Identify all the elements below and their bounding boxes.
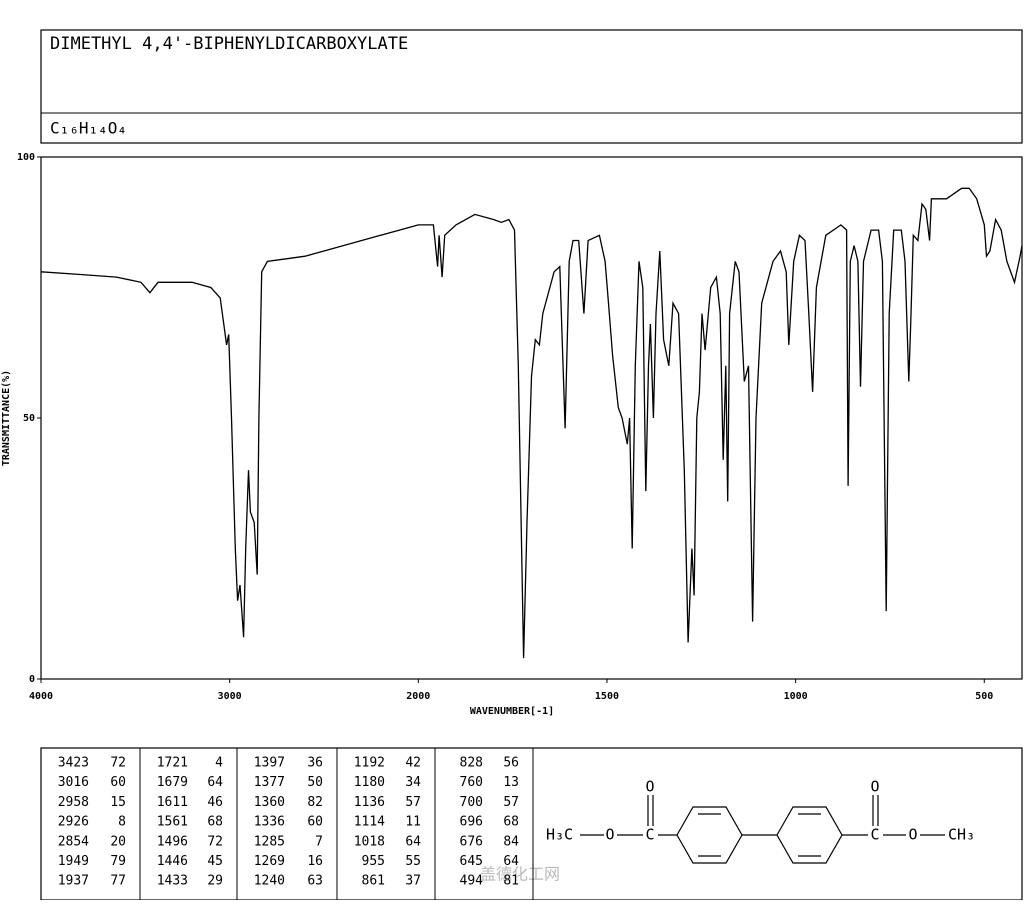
peak-wavenumber: 696 <box>460 815 483 830</box>
y-tick-label: 0 <box>29 674 35 685</box>
peak-wavenumber: 700 <box>460 795 483 810</box>
x-tick-label: 4000 <box>29 691 53 702</box>
methyl-group: H₃C <box>546 826 573 844</box>
oxygen: O <box>908 826 917 844</box>
y-tick-label: 100 <box>17 152 35 163</box>
peak-transmittance: 68 <box>503 815 519 830</box>
peak-transmittance: 68 <box>207 815 223 830</box>
peak-wavenumber: 1018 <box>354 834 385 849</box>
peak-transmittance: 60 <box>110 775 126 790</box>
formula: C₁₆H₁₄O₄ <box>50 119 127 138</box>
peak-transmittance: 82 <box>307 795 323 810</box>
peak-transmittance: 50 <box>307 775 323 790</box>
peak-transmittance: 64 <box>207 775 223 790</box>
peak-wavenumber: 1433 <box>157 874 188 889</box>
peak-transmittance: 34 <box>405 775 421 790</box>
peak-transmittance: 60 <box>307 815 323 830</box>
peak-transmittance: 20 <box>110 834 126 849</box>
peak-transmittance: 37 <box>405 874 421 889</box>
peak-transmittance: 8 <box>118 815 126 830</box>
peak-transmittance: 63 <box>307 874 323 889</box>
structure <box>580 795 945 864</box>
oxygen: O <box>605 826 614 844</box>
methyl-group: CH₃ <box>948 826 975 844</box>
peak-wavenumber: 760 <box>460 775 483 790</box>
peak-transmittance: 15 <box>110 795 126 810</box>
peak-transmittance: 11 <box>405 815 421 830</box>
peak-transmittance: 84 <box>503 834 519 849</box>
peak-wavenumber: 1336 <box>254 815 285 830</box>
peak-wavenumber: 1269 <box>254 854 285 869</box>
peak-wavenumber: 676 <box>460 834 483 849</box>
x-tick-label: 3000 <box>218 691 242 702</box>
peak-wavenumber: 1496 <box>157 834 188 849</box>
peak-wavenumber: 955 <box>362 854 385 869</box>
peak-transmittance: 56 <box>503 756 519 771</box>
x-axis-label: WAVENUMBER[-1] <box>470 706 554 717</box>
peak-wavenumber: 1114 <box>354 815 385 830</box>
peak-transmittance: 42 <box>405 756 421 771</box>
carbon: C <box>645 826 654 844</box>
oxygen: O <box>870 778 879 796</box>
oxygen: O <box>645 778 654 796</box>
peak-wavenumber: 861 <box>362 874 385 889</box>
peak-wavenumber: 1240 <box>254 874 285 889</box>
peak-wavenumber: 3016 <box>58 775 89 790</box>
peak-wavenumber: 2958 <box>58 795 89 810</box>
peak-wavenumber: 1561 <box>157 815 188 830</box>
peak-wavenumber: 1397 <box>254 756 285 771</box>
peak-transmittance: 81 <box>503 874 519 889</box>
peak-transmittance: 55 <box>405 854 421 869</box>
peak-transmittance: 46 <box>207 795 223 810</box>
peak-wavenumber: 494 <box>460 874 484 889</box>
peak-wavenumber: 1377 <box>254 775 285 790</box>
peak-wavenumber: 1721 <box>157 756 188 771</box>
peak-transmittance: 29 <box>207 874 223 889</box>
peak-wavenumber: 1446 <box>157 854 188 869</box>
x-tick-label: 500 <box>975 691 993 702</box>
peak-wavenumber: 2926 <box>58 815 89 830</box>
peak-wavenumber: 1679 <box>157 775 188 790</box>
peak-transmittance: 57 <box>405 795 421 810</box>
peak-wavenumber: 645 <box>460 854 483 869</box>
peak-transmittance: 72 <box>110 756 126 771</box>
peak-transmittance: 72 <box>207 834 223 849</box>
peak-transmittance: 79 <box>110 854 126 869</box>
plot-frame <box>40 156 1023 680</box>
spectrum-line <box>40 187 1023 659</box>
peak-transmittance: 16 <box>307 854 323 869</box>
peak-wavenumber: 1611 <box>157 795 188 810</box>
peak-wavenumber: 1180 <box>354 775 385 790</box>
peak-transmittance: 4 <box>215 756 223 771</box>
watermark: 盖德化工网 <box>480 865 560 884</box>
peak-transmittance: 13 <box>503 775 519 790</box>
peak-transmittance: 36 <box>307 756 323 771</box>
peak-transmittance: 45 <box>207 854 223 869</box>
x-tick-label: 1000 <box>784 691 808 702</box>
x-tick-label: 1500 <box>595 691 619 702</box>
carbon: C <box>870 826 879 844</box>
peak-wavenumber: 1937 <box>58 874 89 889</box>
y-tick-label: 50 <box>23 413 35 424</box>
y-axis-label: TRANSMITTANCE(%) <box>1 370 12 466</box>
peak-wavenumber: 1949 <box>58 854 89 869</box>
header-box <box>40 29 1023 144</box>
peak-transmittance: 77 <box>110 874 126 889</box>
peak-transmittance: 64 <box>405 834 421 849</box>
x-tick-label: 2000 <box>406 691 430 702</box>
peak-wavenumber: 2854 <box>58 834 89 849</box>
peak-wavenumber: 1136 <box>354 795 385 810</box>
peak-transmittance: 57 <box>503 795 519 810</box>
peak-transmittance: 7 <box>315 834 323 849</box>
peak-wavenumber: 1360 <box>254 795 285 810</box>
peak-wavenumber: 1192 <box>354 756 385 771</box>
peak-wavenumber: 1285 <box>254 834 285 849</box>
peak-wavenumber: 828 <box>460 756 483 771</box>
peak-wavenumber: 3423 <box>58 756 89 771</box>
chart-title: DIMETHYL 4,4'-BIPHENYLDICARBOXYLATE <box>50 34 408 54</box>
peak-transmittance: 64 <box>503 854 519 869</box>
